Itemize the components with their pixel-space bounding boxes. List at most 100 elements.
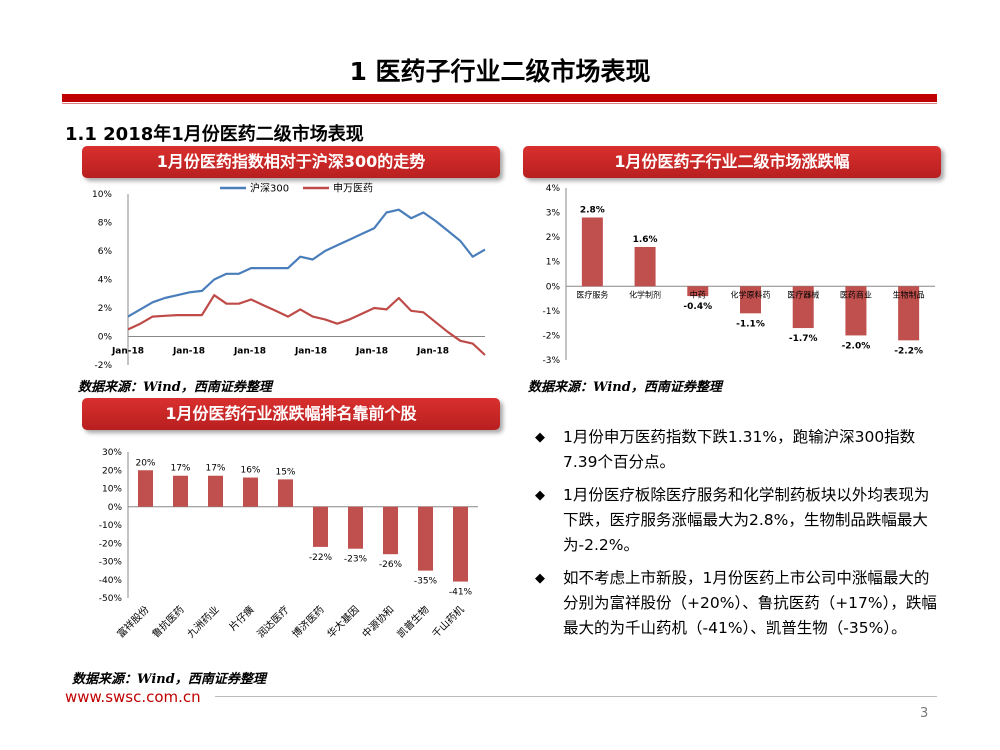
data-label: -26% xyxy=(379,560,403,570)
y-tick-label: 4% xyxy=(98,276,113,286)
bullet-text: 1月份医疗板除医疗服务和化学制药板块以外均表现为下跌，医疗服务涨幅最大为2.8%… xyxy=(563,486,930,554)
series-line-1 xyxy=(127,294,486,356)
x-category-label: 医疗服务 xyxy=(576,289,608,299)
y-tick-label: -2% xyxy=(542,331,560,341)
bar xyxy=(173,475,188,507)
y-tick-label: -3% xyxy=(542,356,560,366)
subindustry-bar-chart: 4% 3% 2% 1% 0% -1% -2% -3% 医疗服务 2.8% 化学制剂 1.6% 中药 -0.… xyxy=(542,184,935,366)
bar xyxy=(581,217,603,287)
data-label: 2.8% xyxy=(580,205,605,215)
bullet-item: ◆ 1月份申万医药指数下跌1.31%，跑输沪深300指数7.39个百分点。 xyxy=(535,425,940,475)
x-category-label: 博济医药 xyxy=(289,603,326,640)
data-label: -35% xyxy=(414,577,438,587)
data-label: 17% xyxy=(170,464,190,474)
bullet-item: ◆ 1月份医疗板除医疗服务和化学制药板块以外均表现为下跌，医疗服务涨幅最大为2.… xyxy=(535,483,940,558)
section-subtitle: 1.1 2018年1月份医药二级市场表现 xyxy=(65,124,364,145)
y-tick-label: -1% xyxy=(542,307,560,317)
x-category-label: 医药商业 xyxy=(840,289,872,299)
legend-label: 沪深300 xyxy=(250,182,289,195)
bullet-item: ◆ 如不考虑上市新股，1月份医药上市公司中涨幅最大的分别为富祥股份（+20%）、… xyxy=(535,566,940,641)
data-label: -1.1% xyxy=(736,319,765,329)
data-label: 15% xyxy=(275,467,295,477)
x-category-label: 九洲药业 xyxy=(185,604,222,641)
bullet-text: 如不考虑上市新股，1月份医药上市公司中涨幅最大的分别为富祥股份（+20%）、鲁抗… xyxy=(563,569,937,637)
bar xyxy=(634,246,656,287)
y-tick-label: 4% xyxy=(546,184,561,194)
y-tick-label: 6% xyxy=(98,247,113,257)
bar xyxy=(208,475,223,507)
y-tick-label: 10% xyxy=(92,190,112,200)
x-tick-label: Jan-18 xyxy=(416,347,449,357)
x-category-label: 化学制剂 xyxy=(629,289,661,299)
x-tick-label: Jan-18 xyxy=(355,347,388,357)
data-label: -1.7% xyxy=(789,334,818,344)
bar xyxy=(243,477,258,507)
x-category-label: 凯普生物 xyxy=(394,603,431,640)
data-label: -23% xyxy=(344,555,368,565)
diamond-bullet-icon: ◆ xyxy=(535,571,545,586)
stock-ranking-bar-chart: 30% 20% 10% 0% -10% -20% -30% -40% -50% 20% 富祥股份 17… xyxy=(99,448,478,641)
y-tick-label: 2% xyxy=(546,233,561,243)
ranking-chart-title-banner: 1月份医药行业涨跌幅排名靠前个股 xyxy=(82,398,500,430)
x-category-label: 华大基因 xyxy=(324,603,361,640)
footer-rule xyxy=(215,696,937,697)
bar xyxy=(845,286,867,336)
y-tick-label: 1% xyxy=(546,258,561,268)
y-tick-label: -10% xyxy=(99,521,123,531)
ranking-chart-source: 数据来源：Wind，西南证券整理 xyxy=(72,672,266,687)
legend-label: 申万医药 xyxy=(333,182,373,195)
data-label: 1.6% xyxy=(633,235,658,245)
data-label: -2.2% xyxy=(894,346,923,356)
x-tick-label: Jan-18 xyxy=(111,347,144,357)
bar xyxy=(687,286,709,297)
x-tick-label: Jan-18 xyxy=(294,347,327,357)
line-chart: 10% 8% 6% 4% 2% 0% -2% Jan-18 Jan-18 Jan-18 Jan-18… xyxy=(92,182,486,371)
bar xyxy=(453,506,468,582)
x-category-label: 中源协和 xyxy=(359,603,396,640)
y-tick-label: 2% xyxy=(98,304,113,314)
page-number: 3 xyxy=(920,706,929,721)
subindustry-chart-source: 数据来源：Wind，西南证券整理 xyxy=(528,380,722,395)
title-rule xyxy=(62,94,937,102)
y-tick-label: 20% xyxy=(102,466,122,476)
bar xyxy=(418,506,433,571)
y-tick-label: 0% xyxy=(108,503,123,513)
summary-bullets: ◆ 1月份申万医药指数下跌1.31%，跑输沪深300指数7.39个百分点。 ◆ … xyxy=(535,425,940,649)
y-tick-label: 30% xyxy=(102,448,122,458)
x-category-label: 千山药机 xyxy=(429,603,466,640)
x-category-label: 片仔癀 xyxy=(226,603,256,633)
bar xyxy=(383,506,398,555)
y-tick-label: -20% xyxy=(99,539,123,549)
data-label: -22% xyxy=(309,553,333,563)
data-label: -2.0% xyxy=(842,341,871,351)
bar xyxy=(898,286,920,341)
data-label: -0.4% xyxy=(683,302,712,312)
series-line-0 xyxy=(127,208,486,318)
bar xyxy=(278,479,293,507)
y-tick-label: 3% xyxy=(546,209,561,219)
bar xyxy=(138,470,153,507)
x-category-label: 鲁抗医药 xyxy=(149,603,186,640)
data-label: 17% xyxy=(205,464,225,474)
page-title: 1 医药子行业二级市场表现 xyxy=(349,57,651,86)
data-label: 16% xyxy=(240,466,260,476)
data-label: 20% xyxy=(135,458,155,468)
data-label: -41% xyxy=(449,588,473,598)
x-category-label: 富祥股份 xyxy=(114,603,151,640)
x-category-label: 中药 xyxy=(690,289,706,299)
y-tick-label: -50% xyxy=(99,594,123,604)
y-tick-label: -40% xyxy=(99,576,123,586)
bar xyxy=(792,286,814,329)
x-category-label: 润达医疗 xyxy=(254,603,291,640)
x-category-label: 医疗器械 xyxy=(787,289,819,299)
title-rule-thin xyxy=(62,103,937,104)
subindustry-chart-title-banner: 1月份医药子行业二级市场涨跌幅 xyxy=(523,146,941,178)
y-tick-label: 0% xyxy=(546,282,561,292)
footer-url: www.swsc.com.cn xyxy=(65,688,201,706)
bar xyxy=(313,506,328,547)
x-category-label: 生物制品 xyxy=(893,289,925,299)
y-tick-label: 10% xyxy=(102,485,122,495)
y-tick-label: 8% xyxy=(98,219,113,229)
diamond-bullet-icon: ◆ xyxy=(535,430,545,445)
x-tick-label: Jan-18 xyxy=(172,347,205,357)
